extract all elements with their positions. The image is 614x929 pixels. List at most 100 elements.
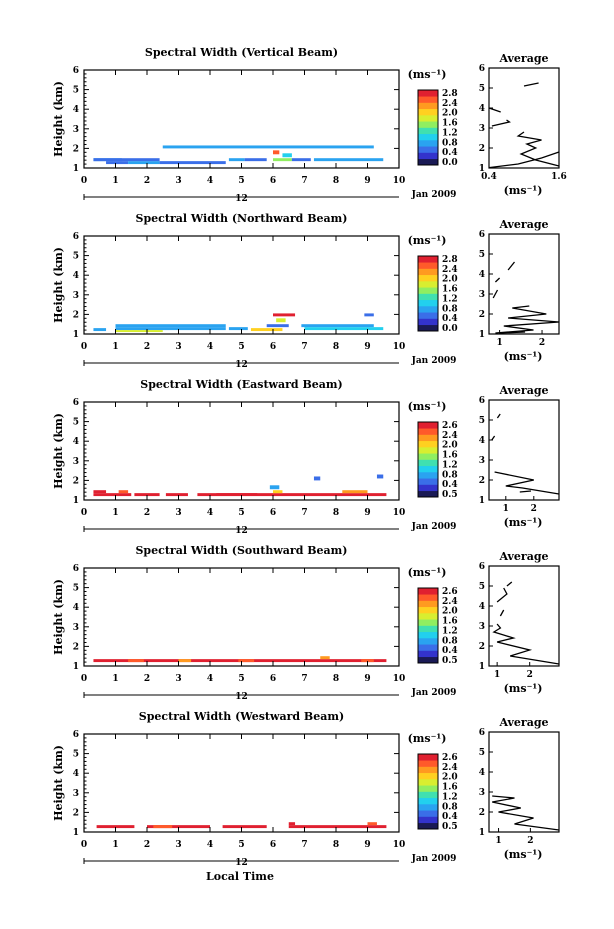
data-cell: [250, 328, 283, 332]
data-cell: [367, 822, 377, 826]
data-cell: [115, 324, 226, 328]
colorbar-segment: [418, 318, 438, 326]
average-profile-line: [492, 623, 560, 665]
colorbar-tick-label: 1.2: [442, 792, 458, 802]
colorbar-segment: [418, 459, 438, 467]
x-tick-label: 7: [301, 674, 307, 684]
colorbar-segment: [418, 256, 438, 263]
colorbar-tick-label: 1.6: [442, 119, 458, 129]
average-y-tick-label: 4: [479, 436, 485, 446]
colorbar-tick-label: 2.8: [442, 255, 458, 265]
date-marker: 12: [235, 692, 248, 702]
data-cell: [228, 327, 248, 331]
x-tick-label: 0: [81, 342, 87, 352]
x-tick-label: 2: [144, 674, 150, 684]
date-label: Jan 2009: [411, 854, 457, 864]
colorbar-tick-label: 0.8: [442, 802, 458, 812]
y-tick-label: 4: [73, 437, 79, 447]
y-tick-label: 6: [73, 730, 79, 740]
average-x-tick-label: 2: [539, 338, 545, 348]
x-tick-label: 1: [112, 674, 118, 684]
colorbar-tick-label: 1.6: [442, 783, 458, 793]
y-tick-label: 4: [73, 603, 79, 613]
colorbar-segment: [418, 102, 438, 110]
colorbar-segment: [418, 772, 438, 780]
average-x-tick-label: 1.6: [551, 172, 567, 182]
x-tick-label: 6: [270, 176, 276, 186]
date-label: Jan 2009: [411, 688, 457, 698]
data-cell: [147, 825, 210, 829]
average-y-tick-label: 6: [479, 562, 485, 572]
average-unit: (ms⁻¹): [504, 682, 543, 695]
x-tick-label: 2: [144, 176, 150, 186]
data-cell: [115, 327, 226, 331]
y-tick-label: 1: [73, 164, 79, 174]
colorbar-tick-label: 1.2: [442, 626, 458, 636]
average-y-tick-label: 5: [479, 84, 485, 94]
x-tick-label: 4: [207, 674, 213, 684]
colorbar-segment: [418, 287, 438, 294]
average-profile-line: [488, 151, 560, 169]
x-tick-label: 8: [333, 674, 339, 684]
average-profile-line: [506, 581, 513, 587]
x-tick-label: 0: [81, 508, 87, 518]
x-tick-label: 4: [207, 176, 213, 186]
colorbar-tick-label: 2.0: [442, 607, 458, 617]
x-tick-label: 5: [238, 342, 244, 352]
data-cell: [197, 493, 387, 497]
colorbar-segment: [418, 158, 438, 166]
colorbar-segment: [418, 478, 438, 485]
colorbar-tick-label: 2.6: [442, 587, 458, 597]
average-x-tick-label: 1: [495, 836, 501, 846]
data-cell: [244, 158, 267, 162]
x-tick-label: 6: [270, 674, 276, 684]
y-tick-label: 5: [73, 252, 79, 262]
colorbar-segment: [418, 600, 438, 608]
x-tick-label: 9: [364, 840, 370, 850]
y-tick-label: 3: [73, 291, 79, 301]
colorbar-segment: [418, 299, 438, 307]
colorbar-segment: [418, 312, 438, 319]
panel-title: Spectral Width (Eastward Beam): [140, 378, 342, 391]
colorbar-segment: [418, 324, 438, 332]
colorbar-segment: [418, 810, 438, 817]
average-y-tick-label: 3: [479, 788, 485, 798]
colorbar-segment: [418, 638, 438, 645]
average-x-tick-label: 0.4: [481, 172, 497, 182]
colorbar-unit: (ms⁻¹): [408, 400, 447, 413]
data-cell: [361, 659, 374, 663]
average-y-tick-label: 1: [479, 330, 485, 340]
data-cell: [93, 328, 107, 332]
colorbar-tick-label: 0.5: [442, 822, 458, 832]
x-tick-label: 8: [333, 342, 339, 352]
colorbar-tick-label: 2.0: [442, 275, 458, 285]
data-cell: [216, 493, 258, 496]
colorbar-unit: (ms⁻¹): [408, 234, 447, 247]
colorbar-segment: [418, 453, 438, 460]
x-tick-label: 2: [144, 342, 150, 352]
colorbar-segment: [418, 656, 438, 664]
data-cell: [291, 158, 311, 162]
x-tick-label: 1: [112, 342, 118, 352]
average-unit: (ms⁻¹): [504, 184, 543, 197]
average-profile-line: [492, 795, 560, 831]
colorbar-tick-label: 0.4: [442, 812, 458, 822]
data-cell: [273, 490, 283, 494]
average-profile-line: [499, 331, 526, 334]
colorbar-tick-label: 0.0: [442, 324, 458, 334]
plot-frame: [83, 69, 400, 169]
colorbar-frame: [417, 587, 439, 664]
panel-title: Spectral Width (Westward Beam): [139, 710, 344, 723]
colorbar-tick-label: 0.8: [442, 470, 458, 480]
colorbar-segment: [418, 440, 438, 448]
y-tick-label: 4: [73, 769, 79, 779]
colorbar-tick-label: 0.4: [442, 148, 458, 158]
average-y-tick-label: 2: [479, 476, 485, 486]
colorbar-segment: [418, 422, 438, 429]
data-cell: [269, 485, 280, 490]
data-cell: [238, 659, 255, 663]
colorbar-segment: [418, 779, 438, 786]
data-cell: [282, 153, 292, 158]
average-y-tick-label: 2: [479, 808, 485, 818]
